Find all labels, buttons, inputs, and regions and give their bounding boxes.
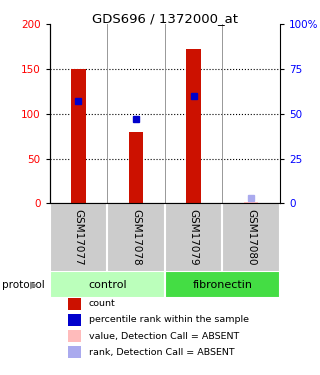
Text: ▶: ▶ [30,279,38,290]
Bar [129,132,143,203]
Bar [68,314,81,326]
Bar [244,202,259,203]
Bar [186,50,201,203]
Text: GDS696 / 1372000_at: GDS696 / 1372000_at [92,12,238,25]
Bar [50,270,165,298]
Text: rank, Detection Call = ABSENT: rank, Detection Call = ABSENT [89,348,234,357]
Text: GSM17077: GSM17077 [73,209,84,266]
Bar [68,346,81,358]
Text: value, Detection Call = ABSENT: value, Detection Call = ABSENT [89,332,239,340]
Text: protocol: protocol [2,279,44,290]
Bar [165,270,280,298]
Text: GSM17078: GSM17078 [131,209,141,266]
Text: control: control [88,279,126,290]
Text: count: count [89,299,116,308]
Text: GSM17079: GSM17079 [188,209,199,266]
Text: percentile rank within the sample: percentile rank within the sample [89,315,249,324]
Text: fibronectin: fibronectin [192,279,252,290]
Bar [68,298,81,310]
Bar [68,330,81,342]
Bar [71,69,86,203]
Text: GSM17080: GSM17080 [246,209,256,265]
